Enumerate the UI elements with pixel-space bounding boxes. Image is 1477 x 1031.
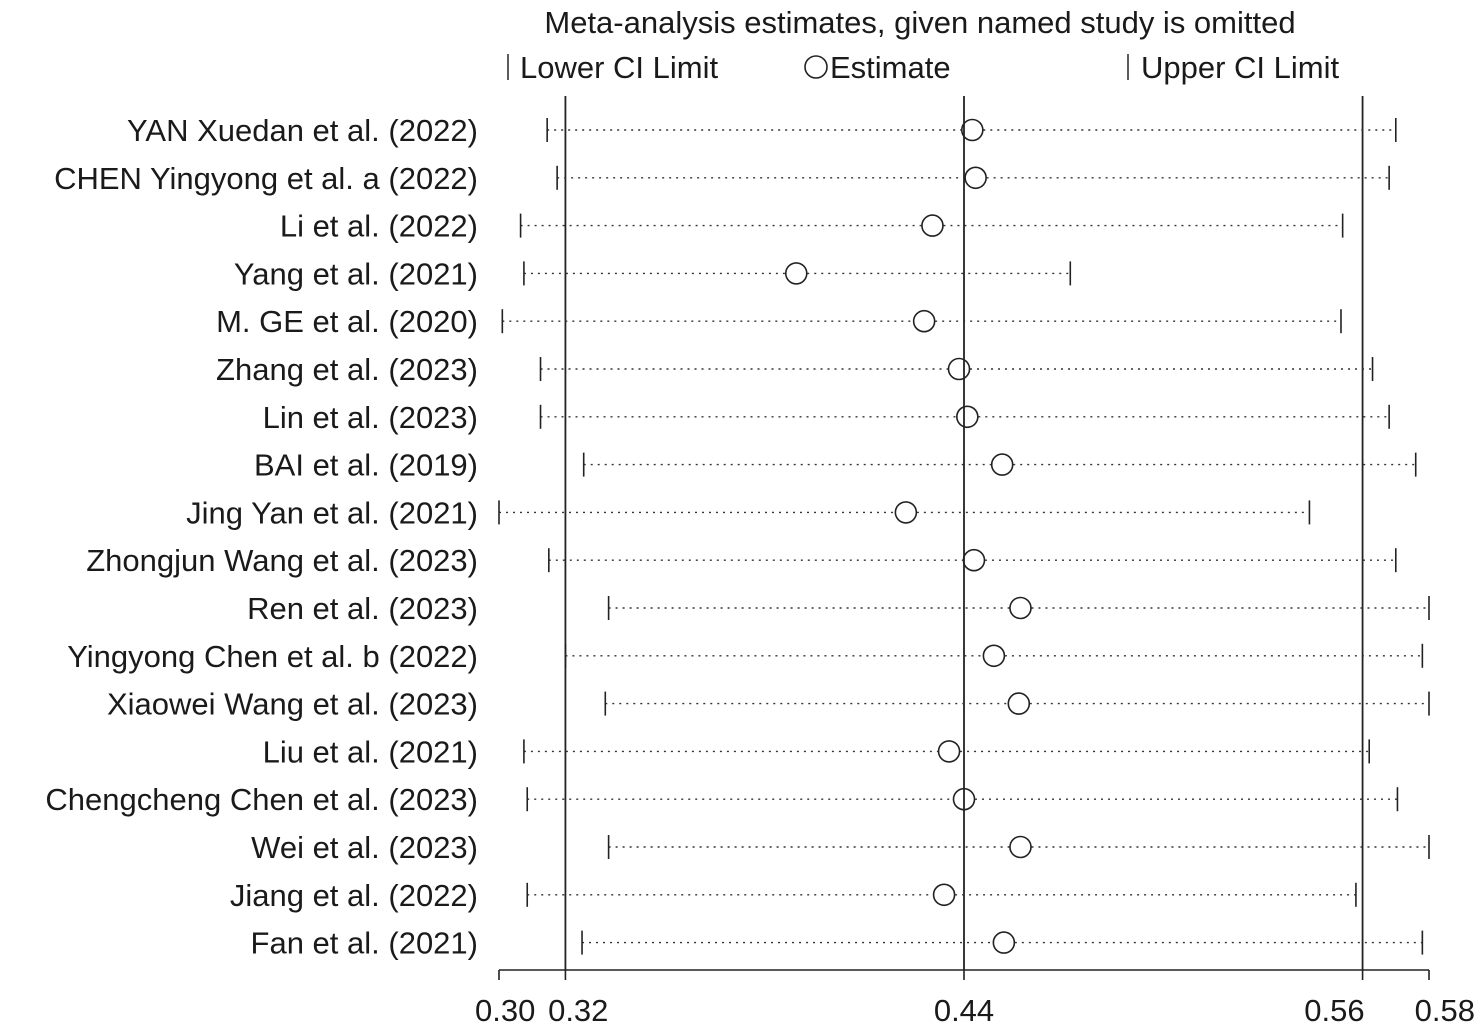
study-rows: YAN Xuedan et al. (2022) CHEN Yingyong et… [45, 113, 1430, 961]
study-label: Lin et al. (2023) [263, 400, 478, 435]
estimate-marker [947, 357, 971, 381]
estimate-marker [990, 453, 1014, 476]
estimate-marker [921, 214, 944, 237]
x-tick-label-4: 0.58 [1415, 993, 1475, 1028]
study-row: BAI et al. (2019) [254, 448, 1417, 483]
study-label: Zhang et al. (2023) [216, 352, 478, 387]
study-row: Chengcheng Chen et al. (2023) [45, 782, 1399, 817]
legend: Lower CI Limit Estimate Upper CI Limit [507, 50, 1339, 85]
study-label: Wei et al. (2023) [251, 830, 478, 865]
estimate-marker [937, 740, 961, 763]
estimate-marker [961, 118, 984, 142]
study-label: Zhongjun Wang et al. (2023) [86, 543, 478, 578]
study-row: Jiang et al. (2022) [230, 878, 1357, 913]
study-label: Xiaowei Wang et al. (2023) [107, 687, 478, 722]
study-label: Yingyong Chen et al. b (2022) [67, 639, 478, 674]
estimate-marker [956, 405, 979, 429]
estimate-marker [894, 501, 918, 524]
reference-lines [564, 96, 1364, 970]
study-label: YAN Xuedan et al. (2022) [127, 113, 478, 148]
estimate-marker [982, 644, 1006, 668]
study-row: Jing Yan et al. (2021) [186, 495, 1311, 530]
study-label: Ren et al. (2023) [247, 591, 478, 626]
legend-estimate-label: Estimate [830, 50, 951, 85]
estimate-marker [992, 931, 1016, 954]
study-label: Fan et al. (2021) [251, 926, 478, 961]
study-row: YAN Xuedan et al. (2022) [127, 113, 1397, 148]
estimate-marker [932, 883, 956, 907]
study-row: M. GE et al. (2020) [216, 304, 1342, 339]
study-row: Ren et al. (2023) [247, 591, 1430, 626]
study-row: Zhongjun Wang et al. (2023) [86, 543, 1397, 578]
x-tick-label-3: 0.56 [1304, 993, 1364, 1028]
estimate-marker [1009, 596, 1032, 620]
estimate-marker [1009, 835, 1032, 859]
study-label: CHEN Yingyong et al. a (2022) [54, 161, 478, 196]
study-label: Li et al. (2022) [280, 209, 478, 244]
estimate-marker [784, 262, 808, 285]
study-row: Zhang et al. (2023) [216, 352, 1374, 387]
study-row: Liu et al. (2021) [263, 734, 1371, 769]
x-tick-label-0: 0.30 [475, 993, 535, 1028]
legend-upper-label: Upper CI Limit [1141, 50, 1339, 85]
study-row: Lin et al. (2023) [263, 400, 1390, 435]
study-label: Jing Yan et al. (2021) [186, 495, 478, 530]
study-label: BAI et al. (2019) [254, 448, 478, 483]
chart-title: Meta-analysis estimates, given named stu… [544, 5, 1295, 40]
x-tick-label-1: 0.32 [548, 993, 608, 1028]
study-label: Liu et al. (2021) [263, 734, 478, 769]
estimate-marker [912, 309, 936, 333]
estimate-marker [964, 166, 987, 190]
legend-estimate-marker [804, 55, 828, 79]
study-row: Yingyong Chen et al. b (2022) [67, 639, 1424, 674]
study-row: Xiaowei Wang et al. (2023) [107, 687, 1430, 722]
study-row: Yang et al. (2021) [234, 256, 1072, 291]
estimate-marker [952, 787, 976, 811]
study-label: Jiang et al. (2022) [230, 878, 478, 913]
study-row: CHEN Yingyong et al. a (2022) [54, 161, 1390, 196]
estimate-marker [962, 548, 986, 572]
study-row: Wei et al. (2023) [251, 830, 1430, 865]
legend-lower-label: Lower CI Limit [520, 50, 718, 85]
study-label: Chengcheng Chen et al. (2023) [45, 782, 478, 817]
study-row: Fan et al. (2021) [251, 926, 1424, 961]
study-row: Li et al. (2022) [280, 209, 1344, 244]
x-tick-label-2: 0.44 [934, 993, 994, 1028]
study-label: Yang et al. (2021) [234, 256, 478, 291]
study-label: M. GE et al. (2020) [216, 304, 478, 339]
x-axis: 0.30 0.32 0.44 0.56 0.58 [475, 969, 1475, 1028]
estimate-marker [1007, 692, 1031, 715]
